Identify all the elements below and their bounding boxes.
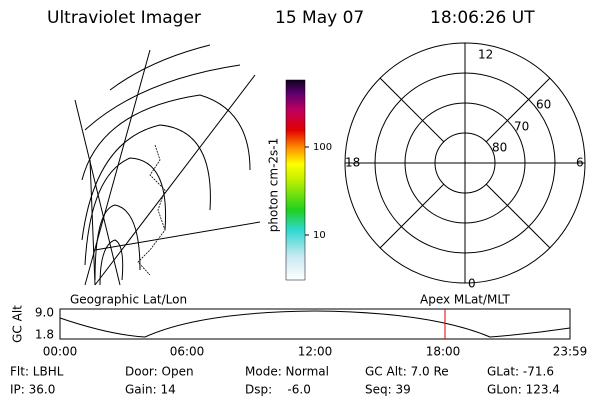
mlt-label: 12 [478,48,493,62]
status-field: Mode: Normal [245,365,329,379]
time: 18:06:26 UT [430,8,535,28]
timeline-frame [59,308,571,340]
mlt-label: 6 [576,156,584,170]
status-field: Flt: LBHL [10,365,64,379]
instrument: Ultraviolet Imager [47,8,201,28]
polar-grid [344,42,586,284]
status-field: Door: Open [125,365,194,379]
time-tick-label: 06:00 [170,345,205,359]
time-tick-label: 00:00 [43,345,78,359]
mlat-label: 60 [536,98,551,112]
alt-tick-label: 1.8 [35,328,54,342]
time-tick-label: 12:00 [298,345,333,359]
status-field: GC Alt: 7.0 Re [365,365,449,379]
altitude-curve [59,310,571,338]
status-field: GLat: -71.6 [487,365,554,379]
mlt-label: 18 [345,156,360,170]
timeline-left-label: Geographic Lat/Lon [70,293,187,307]
colorbar-tick-label: 100 [313,142,332,153]
colorbar [285,79,306,281]
mlat-label: 80 [492,141,507,155]
geographic-map [74,44,261,286]
date: 15 May 07 [275,8,364,28]
status-field: Seq: 39 [365,383,411,397]
status-field: Dsp: -6.0 [245,383,311,397]
alt-tick-label: 9.0 [35,306,54,320]
mlt-label: 0 [468,277,476,291]
colorbar-label: photon cm-2s-1 [267,138,281,233]
timeline-right-label: Apex MLat/MLT [420,293,510,307]
time-tick-label: 18:00 [426,345,461,359]
status-field: GLon: 123.4 [487,383,560,397]
colorbar-tick-label: 10 [313,230,326,241]
mlat-label: 70 [514,120,529,134]
timeline-axis-label: GC Alt [11,305,25,343]
time-tick-label: 23:59 [553,345,588,359]
status-field: IP: 36.0 [10,383,55,397]
status-field: Gain: 14 [125,383,176,397]
